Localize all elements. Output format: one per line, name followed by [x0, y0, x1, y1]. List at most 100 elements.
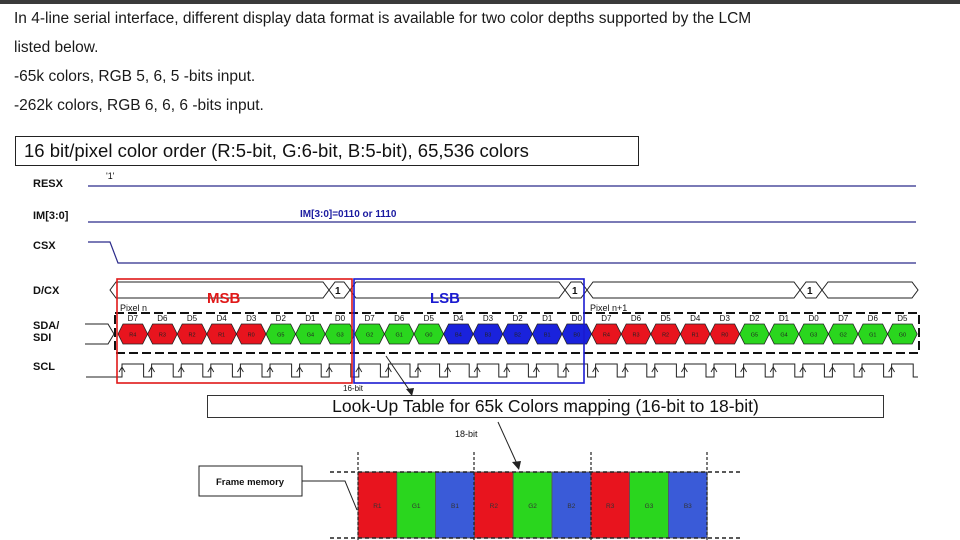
data-bit-label: G0	[899, 333, 906, 339]
data-bit-label: G5	[751, 333, 758, 339]
bit-index-label: D3	[720, 314, 731, 323]
memory-cell-label: B2	[567, 503, 575, 510]
scl-rising-edge-arrow	[799, 366, 807, 373]
scl-rising-edge-arrow	[355, 366, 363, 373]
scl-rising-edge-arrow	[148, 366, 155, 373]
dcx-bus-seg	[586, 281, 801, 299]
memory-cell-label: G3	[645, 503, 654, 510]
scl-rising-edge-arrow	[740, 366, 747, 373]
scl-rising-edge-arrow	[533, 366, 540, 373]
bit-index-label: D5	[424, 314, 435, 323]
frame-memory-label: Frame memory	[216, 477, 285, 488]
memory-cell-label: G2	[528, 503, 537, 510]
data-bit-label: R4	[129, 333, 136, 339]
dcx-bus-seg	[821, 281, 919, 299]
data-bit-label: B3	[485, 333, 492, 339]
msb-label: MSB	[207, 290, 241, 307]
scl-rising-edge-arrow	[385, 366, 392, 373]
list-item-65k: -65k colors, RGB 5, 6, 5 -bits input.	[14, 68, 256, 85]
memory-cell-label: R1	[373, 503, 382, 510]
data-bit-label: R1	[218, 333, 225, 339]
bit-index-label: D2	[512, 314, 523, 323]
scl-rising-edge-arrow	[562, 366, 570, 373]
label-18bit: 18-bit	[455, 429, 478, 439]
im-label: IM[3:0]	[33, 210, 69, 222]
scl-rising-edge-arrow	[592, 366, 599, 373]
msb-box	[116, 278, 353, 384]
arrow-head	[512, 461, 521, 470]
scl-rising-edge-arrow	[829, 366, 836, 373]
sda-label-line1: SDA/	[33, 320, 60, 332]
scl-rising-edge-arrow	[296, 366, 303, 373]
lsb-box	[353, 278, 585, 384]
scl-rising-edge-arrow	[621, 366, 629, 373]
frame-memory-pointer	[302, 480, 358, 511]
lut-box: Look-Up Table for 65k Colors mapping (16…	[207, 395, 884, 418]
bit-index-label: D2	[749, 314, 760, 323]
resx-level-text: '1'	[106, 171, 115, 181]
scl-rising-edge-arrow	[888, 366, 895, 373]
bit-index-label: D0	[572, 314, 583, 323]
dcx-value-text: 1	[335, 286, 341, 297]
bit-index-label: D5	[187, 314, 198, 323]
bit-index-label: D0	[808, 314, 819, 323]
bit-index-label: D6	[631, 314, 642, 323]
data-bit-label: R3	[632, 333, 639, 339]
dcx-value-text: 1	[807, 286, 813, 297]
pixel-n1-label: Pixel n+1	[590, 303, 627, 313]
data-bit-label: R1	[692, 333, 699, 339]
data-bit-label: R2	[662, 333, 669, 339]
sda-label-line2: SDI	[33, 332, 52, 344]
frame-memory-box	[198, 465, 303, 497]
data-bit-label: G1	[869, 333, 876, 339]
data-bit-label: R3	[159, 333, 166, 339]
lsb-label: LSB	[430, 290, 460, 307]
memory-cell	[357, 471, 398, 539]
scl-rising-edge-arrow	[177, 366, 185, 373]
bit-index-label: D5	[897, 314, 908, 323]
top-border	[0, 0, 960, 4]
memory-cell	[629, 471, 669, 539]
scl-label: SCL	[33, 361, 55, 373]
bit-index-label: D6	[394, 314, 405, 323]
bit-index-label: D3	[246, 314, 257, 323]
memory-cell-label: B3	[684, 503, 692, 510]
bit-index-label: D5	[660, 314, 671, 323]
data-bit-label: G1	[396, 333, 403, 339]
bit-index-label: D6	[868, 314, 879, 323]
scl-clock-line	[86, 363, 918, 378]
data-bit-label: G4	[780, 333, 787, 339]
intro-line-1: In 4-line serial interface, different di…	[14, 10, 752, 27]
scl-rising-edge-arrow	[503, 366, 511, 373]
im-value-text: IM[3:0]=0110 or 1110	[300, 209, 397, 220]
memory-cell-label: B1	[451, 503, 459, 510]
pixel-n-label: Pixel n	[120, 303, 147, 313]
data-bit-label: B0	[573, 333, 580, 339]
memory-cell	[590, 471, 630, 539]
bit-index-label: D2	[276, 314, 287, 323]
arrow-to-memory	[497, 421, 519, 467]
scl-rising-edge-arrow	[651, 366, 659, 373]
memory-cell	[512, 471, 553, 539]
scl-rising-edge-arrow	[325, 366, 333, 373]
scl-rising-edge-arrow	[414, 366, 422, 373]
csx-label: CSX	[33, 240, 56, 252]
data-bit-label: R4	[603, 333, 610, 339]
data-bit-label: G5	[277, 333, 284, 339]
bit-index-label: D4	[216, 314, 227, 323]
arrow-to-lut	[385, 355, 413, 395]
label-16bit: 16-bit	[343, 384, 364, 393]
arrow-head	[406, 388, 414, 396]
bit-index-label: D0	[335, 314, 346, 323]
sda-lead-line	[85, 323, 115, 335]
data-bit-label: B2	[514, 333, 521, 339]
data-bit-label: B1	[544, 333, 551, 339]
bit-index-label: D4	[690, 314, 701, 323]
sda-lead-line	[85, 333, 115, 345]
scl-rising-edge-arrow	[444, 366, 451, 373]
memory-cell-label: R2	[490, 503, 499, 510]
bit-index-label: D4	[453, 314, 464, 323]
scl-rising-edge-arrow	[266, 366, 274, 373]
bit-index-label: D6	[157, 314, 168, 323]
